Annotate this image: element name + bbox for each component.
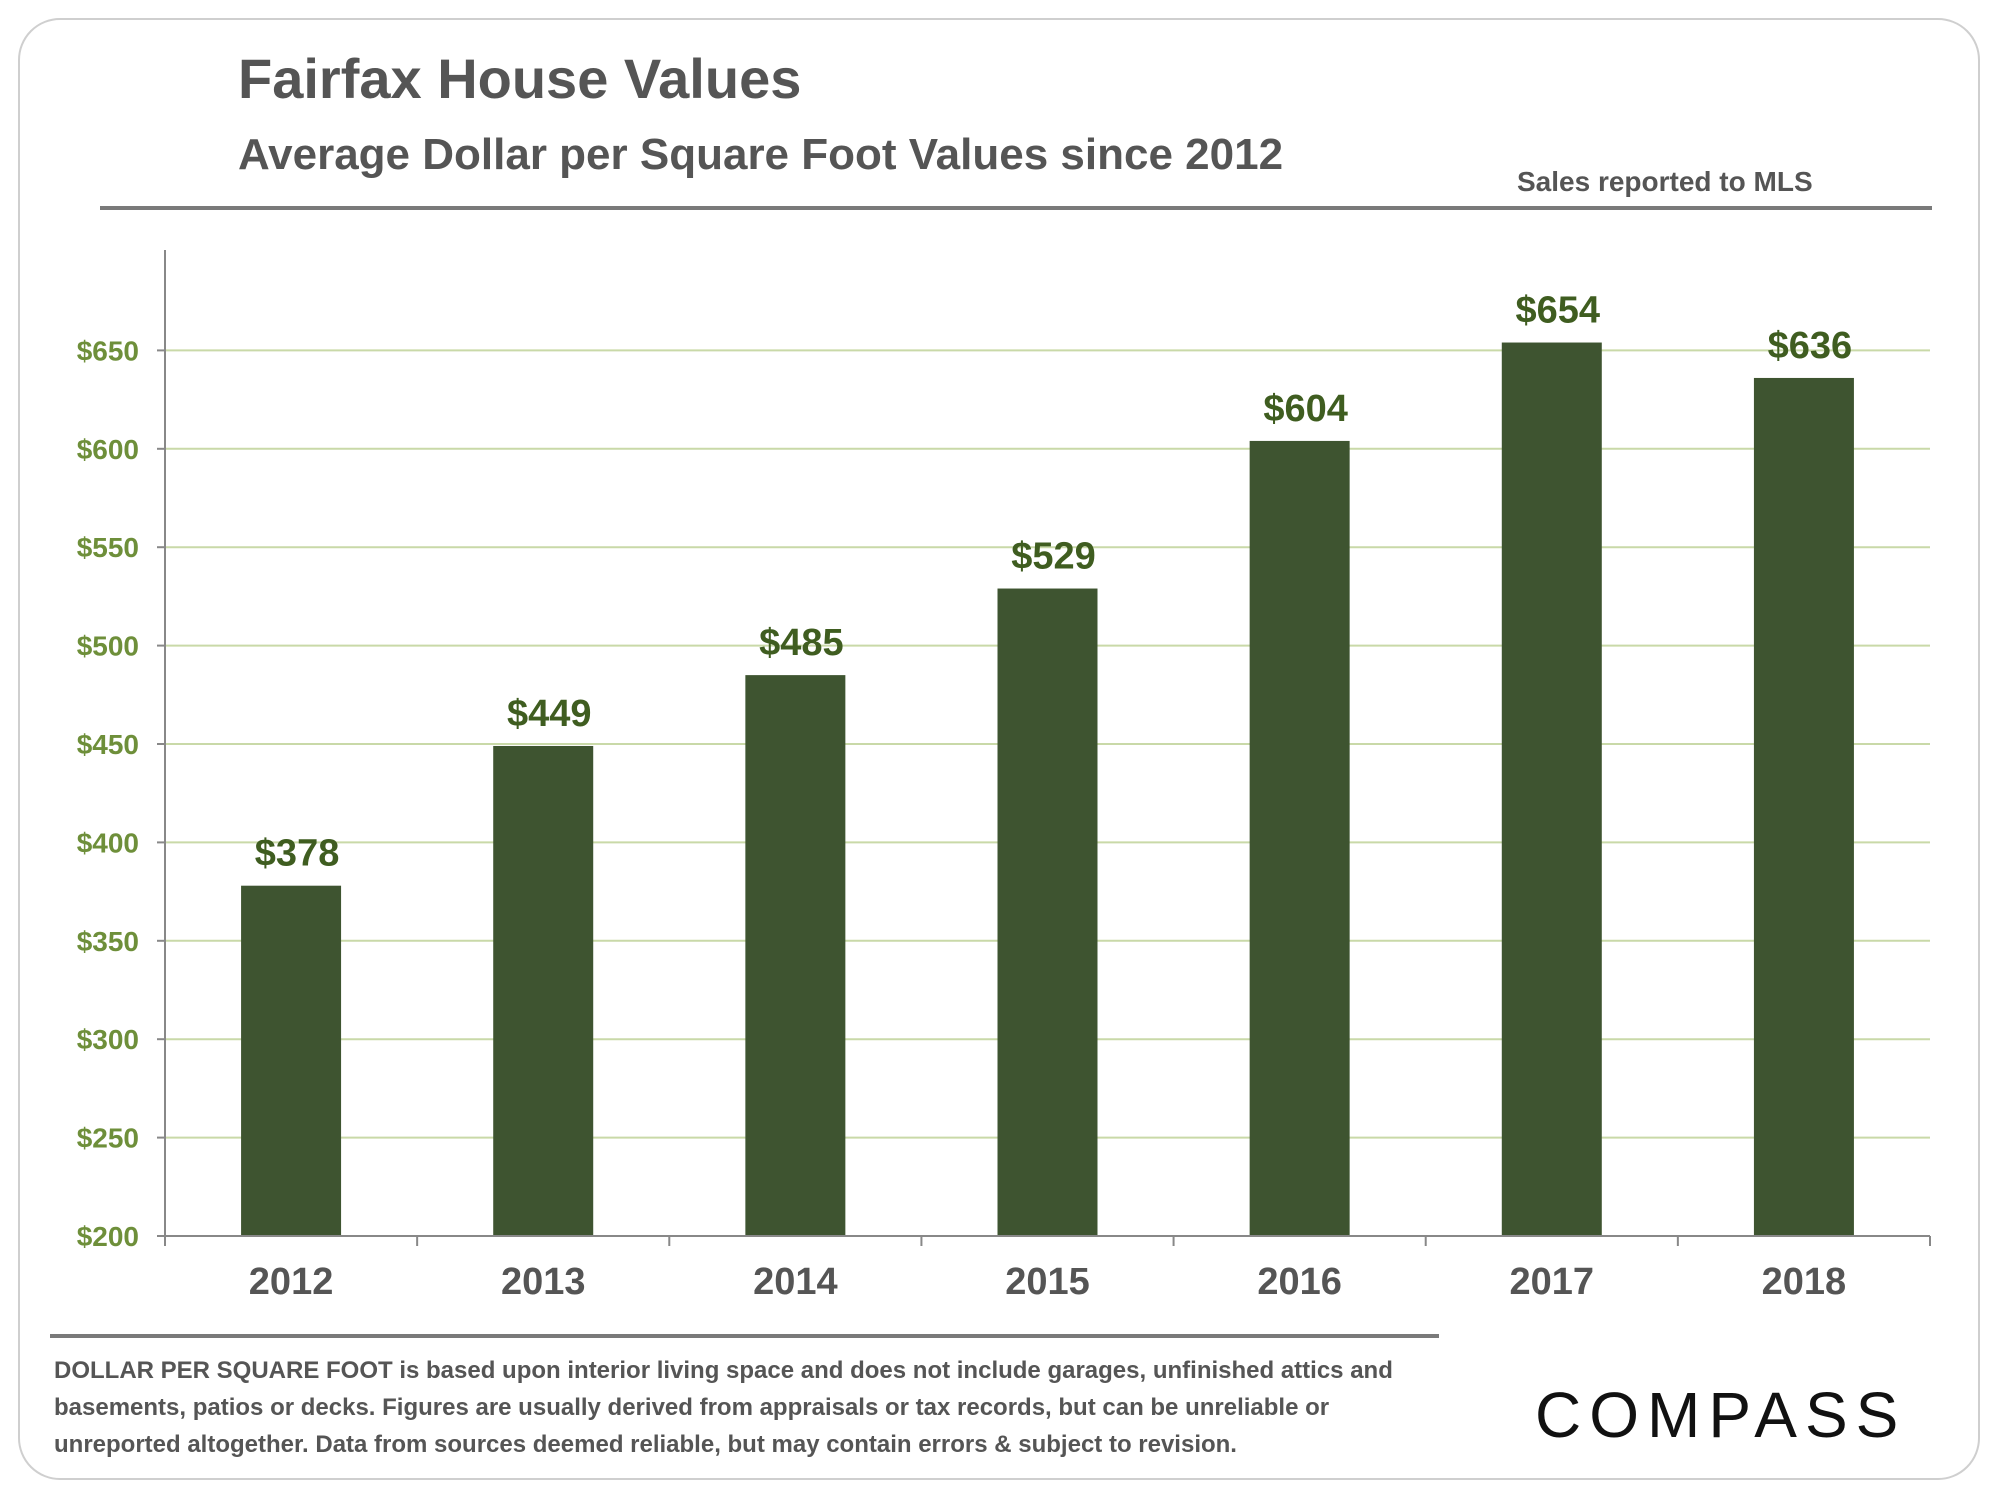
x-tick-label: 2017	[1510, 1261, 1595, 1303]
bar	[1501, 342, 1602, 1236]
labels: $200 $250 $300 $350 $400 $450 $500 $550 $600 $650…	[77, 290, 1852, 1303]
bars	[241, 342, 1854, 1237]
x-tick-label: 2016	[1257, 1261, 1342, 1303]
chart-title: Fairfax House Values	[238, 47, 802, 110]
bar	[997, 588, 1098, 1236]
bar	[1249, 440, 1350, 1237]
data-label: $654	[1516, 290, 1601, 332]
y-tick-label: $300	[77, 1024, 139, 1055]
bar	[1753, 377, 1854, 1236]
footnote-body: is based upon interior living space and …	[54, 1357, 1393, 1458]
y-tick-label: $200	[77, 1221, 139, 1252]
x-tick-label: 2018	[1762, 1261, 1847, 1303]
y-tick-label: $550	[77, 532, 139, 563]
data-label: $378	[255, 833, 340, 875]
data-label: $485	[759, 622, 844, 664]
y-tick-label: $650	[77, 335, 139, 366]
chart-subtitle: Average Dollar per Square Foot Values si…	[238, 130, 1284, 179]
data-label: $529	[1011, 536, 1096, 578]
data-label: $449	[507, 693, 592, 735]
x-tick-label: 2014	[753, 1261, 838, 1303]
source-note: Sales reported to MLS	[1517, 166, 1813, 197]
x-tick-label: 2013	[501, 1261, 586, 1303]
axes	[157, 250, 1931, 1246]
data-label: $604	[1263, 388, 1348, 430]
footnote: DOLLAR PER SQUARE FOOT is based upon int…	[54, 1352, 1454, 1463]
data-label: $636	[1768, 325, 1853, 367]
x-tick-label: 2015	[1005, 1261, 1090, 1303]
bar	[241, 885, 342, 1236]
footnote-lead: DOLLAR PER SQUARE FOOT	[54, 1357, 393, 1384]
y-tick-label: $600	[77, 434, 139, 465]
bar	[745, 675, 846, 1236]
compass-logo: COMPASS	[1535, 1379, 1907, 1451]
y-tick-label: $450	[77, 729, 139, 760]
footer-divider	[50, 1334, 1439, 1338]
x-tick-label: 2012	[249, 1261, 334, 1303]
y-tick-label: $350	[77, 926, 139, 957]
y-tick-label: $500	[77, 631, 139, 662]
y-tick-label: $250	[77, 1123, 139, 1154]
bar	[493, 745, 594, 1236]
y-tick-label: $400	[77, 827, 139, 858]
header-divider	[100, 206, 1932, 210]
